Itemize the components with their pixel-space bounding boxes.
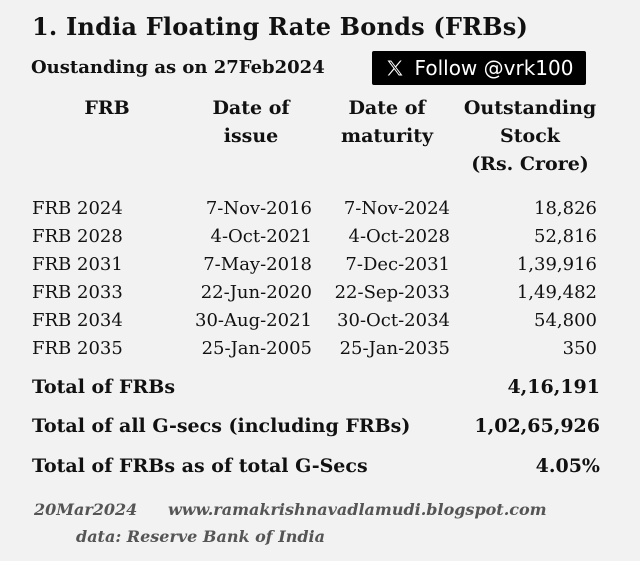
total-gsecs-row: Total of all G-secs (including FRBs) 1,0… xyxy=(0,411,640,441)
follow-button[interactable]: Follow @vrk100 xyxy=(372,51,586,85)
frb-name: FRB 2034 xyxy=(32,310,123,331)
footer-url: www.ramakrishnavadlamudi.blogspot.com xyxy=(168,500,547,519)
outstanding-stock: 1,49,482 xyxy=(516,282,597,303)
frb-share-row: Total of FRBs as of total G-Secs 4.05% xyxy=(0,451,640,481)
issue-date: 30-Aug-2021 xyxy=(195,310,312,331)
total-label: Total of FRBs as of total G-Secs xyxy=(32,455,368,477)
total-label: Total of all G-secs (including FRBs) xyxy=(32,415,411,437)
table-row: FRB 2035 25-Jan-2005 25-Jan-2035 350 xyxy=(0,335,640,363)
outstanding-stock: 18,826 xyxy=(534,198,597,219)
table-row: FRB 2034 30-Aug-2021 30-Oct-2034 54,800 xyxy=(0,307,640,335)
total-label: Total of FRBs xyxy=(32,376,176,398)
frb-name: FRB 2024 xyxy=(32,198,123,219)
as-of-subtitle: Oustanding as on 27Feb2024 xyxy=(31,57,325,78)
maturity-date: 4-Oct-2028 xyxy=(348,226,451,247)
outstanding-stock: 52,816 xyxy=(534,226,597,247)
issue-date: 7-Nov-2016 xyxy=(205,198,312,219)
total-frbs-row: Total of FRBs 4,16,191 xyxy=(0,372,640,402)
header-frb: FRB xyxy=(84,97,130,119)
frb-name: FRB 2028 xyxy=(32,226,123,247)
frb-name: FRB 2031 xyxy=(32,254,123,275)
frb-name: FRB 2033 xyxy=(32,282,123,303)
maturity-date: 7-Dec-2031 xyxy=(345,254,450,275)
header-date-of-issue: Date of issue xyxy=(212,97,290,147)
footer-source: data: Reserve Bank of India xyxy=(76,527,325,546)
maturity-date: 30-Oct-2034 xyxy=(337,310,450,331)
maturity-date: 22-Sep-2033 xyxy=(334,282,450,303)
x-logo-icon xyxy=(387,60,403,76)
frb-name: FRB 2035 xyxy=(32,338,123,359)
table-row: FRB 2028 4-Oct-2021 4-Oct-2028 52,816 xyxy=(0,223,640,251)
follow-label: Follow @vrk100 xyxy=(414,56,574,80)
outstanding-stock: 1,39,916 xyxy=(516,254,597,275)
issue-date: 22-Jun-2020 xyxy=(200,282,312,303)
page-title: 1. India Floating Rate Bonds (FRBs) xyxy=(32,12,529,41)
header-date-of-maturity: Date of maturity xyxy=(340,97,434,147)
issue-date: 25-Jan-2005 xyxy=(201,338,312,359)
maturity-date: 7-Nov-2024 xyxy=(343,198,450,219)
outstanding-stock: 54,800 xyxy=(534,310,597,331)
total-value: 4.05% xyxy=(535,455,600,477)
header-outstanding-stock: Outstanding Stock (Rs. Crore) xyxy=(463,97,597,175)
outstanding-stock: 350 xyxy=(562,338,597,359)
total-value: 4,16,191 xyxy=(507,376,600,398)
table-row: FRB 2031 7-May-2018 7-Dec-2031 1,39,916 xyxy=(0,251,640,279)
total-value: 1,02,65,926 xyxy=(474,415,600,437)
footer-date: 20Mar2024 xyxy=(34,500,138,519)
issue-date: 4-Oct-2021 xyxy=(210,226,313,247)
maturity-date: 25-Jan-2035 xyxy=(339,338,450,359)
table-row: FRB 2033 22-Jun-2020 22-Sep-2033 1,49,48… xyxy=(0,279,640,307)
issue-date: 7-May-2018 xyxy=(203,254,312,275)
table-row: FRB 2024 7-Nov-2016 7-Nov-2024 18,826 xyxy=(0,195,640,223)
